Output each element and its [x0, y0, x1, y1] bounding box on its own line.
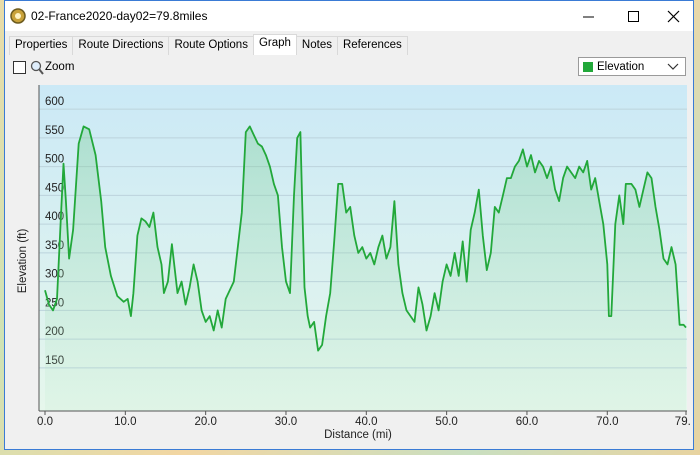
x-axis-title: Distance (mi) [324, 429, 392, 441]
chart: Elevation (ft) Distance (mi) 15020025030… [7, 79, 691, 447]
tab[interactable]: Notes [295, 36, 338, 55]
y-tick-label: 550 [45, 125, 64, 137]
x-tick-label: 20.0 [194, 416, 216, 428]
app-icon-center [15, 13, 21, 19]
elevation-line [44, 125, 687, 352]
y-tick-label: 600 [45, 96, 64, 108]
x-tick-label: 50.0 [435, 416, 457, 428]
close-button[interactable] [667, 10, 680, 23]
title-bar-icons [10, 8, 680, 24]
x-tick-label: 70.0 [596, 416, 618, 428]
zoom-checkbox[interactable] [13, 61, 26, 74]
dropdown-arrow [667, 63, 679, 70]
x-tick-label: 60.0 [516, 416, 538, 428]
x-tick-label: 30.0 [275, 416, 297, 428]
tab[interactable]: Properties [9, 36, 74, 55]
y-tick-label: 400 [45, 211, 64, 223]
tab-strip: Properties Route Directions Route Options G… [9, 34, 408, 55]
x-tick-label: 10.0 [114, 416, 136, 428]
elevation-area [45, 126, 686, 412]
x-tick-label: 0.0 [37, 416, 53, 428]
series-dropdown[interactable]: Elevation [578, 57, 686, 76]
zoom-controls [13, 60, 44, 75]
series-swatch [583, 62, 593, 72]
title-bar: 02-France2020-day02=79.8miles [5, 1, 693, 31]
y-tick-label: 500 [45, 154, 64, 166]
tab[interactable]: Graph [252, 34, 297, 55]
tab[interactable]: References [336, 36, 408, 55]
y-tick-label: 450 [45, 182, 64, 194]
tab[interactable]: Route Directions [72, 36, 170, 55]
window: 02-France2020-day02=79.8miles Properties… [4, 0, 694, 450]
x-tick-label: 40.0 [355, 416, 377, 428]
y-axis-title: Elevation (ft) [17, 229, 29, 294]
series-name: Elevation [597, 61, 645, 73]
zoom-label: Zoom [45, 61, 75, 73]
magnifier-icon [30, 60, 42, 72]
magnifier-handle [38, 68, 44, 75]
tab[interactable]: Route Options [168, 36, 254, 55]
window-title: 02-France2020-day02=79.8miles [31, 9, 208, 23]
maximize-button[interactable] [628, 11, 639, 22]
x-tick-label: 79.8 [675, 416, 691, 428]
